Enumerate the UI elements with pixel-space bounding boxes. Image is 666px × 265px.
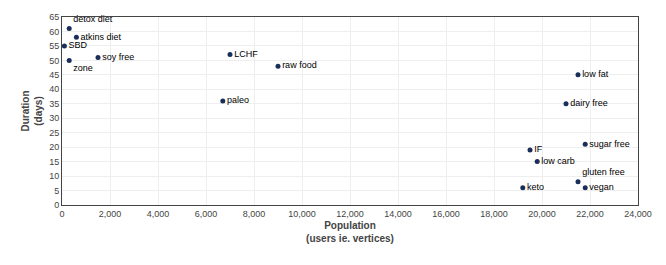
svg-text:Population(users ie. vertices): Population(users ie. vertices)	[306, 220, 394, 244]
svg-text:60: 60	[49, 27, 59, 37]
svg-text:IF: IF	[534, 144, 543, 154]
svg-text:20,000: 20,000	[528, 209, 556, 219]
svg-text:25: 25	[49, 128, 59, 138]
svg-text:40: 40	[49, 84, 59, 94]
svg-text:65: 65	[49, 12, 59, 22]
svg-text:raw food: raw food	[282, 60, 317, 70]
svg-text:45: 45	[49, 70, 59, 80]
svg-text:55: 55	[49, 41, 59, 51]
svg-text:dairy free: dairy free	[570, 98, 608, 108]
svg-text:18,000: 18,000	[480, 209, 508, 219]
svg-text:50: 50	[49, 56, 59, 66]
svg-text:soy free: soy free	[102, 52, 134, 62]
svg-text:0: 0	[59, 209, 64, 219]
svg-text:20: 20	[49, 142, 59, 152]
svg-text:0: 0	[54, 200, 59, 210]
svg-text:10: 10	[49, 171, 59, 181]
svg-text:22,000: 22,000	[576, 209, 604, 219]
svg-text:24,000: 24,000	[624, 209, 652, 219]
svg-text:30: 30	[49, 113, 59, 123]
svg-text:atkins diet: atkins diet	[81, 32, 122, 42]
svg-text:LCHF: LCHF	[234, 49, 258, 59]
svg-text:vegan: vegan	[589, 182, 614, 192]
svg-text:14,000: 14,000	[384, 209, 412, 219]
svg-text:SBD: SBD	[69, 40, 88, 50]
svg-text:zone: zone	[73, 63, 93, 73]
svg-text:10,000: 10,000	[288, 209, 316, 219]
svg-text:2,000: 2,000	[99, 209, 122, 219]
svg-text:15: 15	[49, 157, 59, 167]
svg-text:16,000: 16,000	[432, 209, 460, 219]
svg-text:keto: keto	[527, 182, 544, 192]
svg-text:4,000: 4,000	[147, 209, 170, 219]
svg-text:5: 5	[54, 186, 59, 196]
svg-text:paleo: paleo	[227, 95, 249, 105]
svg-text:35: 35	[49, 99, 59, 109]
svg-text:low fat: low fat	[582, 69, 609, 79]
svg-text:Duration(days): Duration(days)	[20, 90, 44, 131]
svg-text:6,000: 6,000	[195, 209, 218, 219]
svg-text:low carb: low carb	[541, 156, 575, 166]
svg-text:12,000: 12,000	[336, 209, 364, 219]
svg-text:8,000: 8,000	[243, 209, 266, 219]
svg-text:sugar free: sugar free	[589, 139, 630, 149]
svg-text:gluten free: gluten free	[582, 167, 625, 177]
svg-text:detox diet: detox diet	[73, 14, 113, 24]
